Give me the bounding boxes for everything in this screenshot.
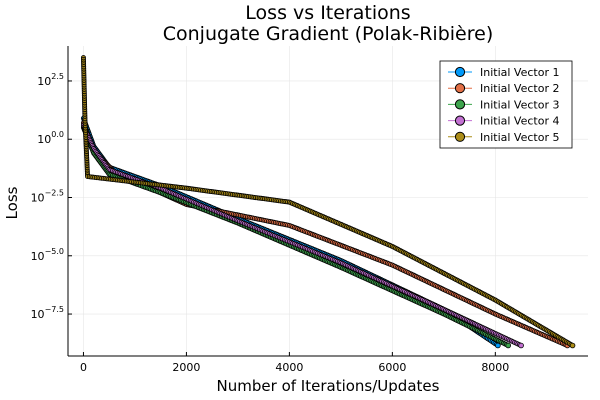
- y-tick-label-3: 10−5.0: [31, 247, 64, 263]
- x-axis-label: Number of Iterations/Updates: [217, 377, 440, 395]
- chart-title: Loss vs Iterations: [245, 2, 410, 24]
- y-tick-exponent: −2.5: [45, 189, 64, 198]
- series-5: [80, 55, 576, 349]
- y-tick-exponent: 2.5: [51, 72, 64, 81]
- data-point-end: [505, 342, 512, 349]
- y-tick-exponent: 0.0: [51, 130, 64, 139]
- legend-entry-4: Initial Vector 4: [448, 115, 559, 128]
- data-point-end: [569, 342, 576, 349]
- legend-marker: [454, 115, 466, 126]
- legend: Initial Vector 1 Initial Vector 2 Initial …: [439, 60, 573, 149]
- y-tick-label-4: 10−7.5: [31, 305, 64, 321]
- data-point-end: [518, 342, 524, 349]
- legend-marker: [454, 99, 466, 110]
- legend-label: Initial Vector 1: [480, 66, 559, 79]
- legend-label: Initial Vector 2: [480, 82, 559, 95]
- x-tick-label-2: 4000: [275, 361, 303, 374]
- x-tick-label-0: 0: [80, 361, 87, 374]
- y-tick-exponent: −7.5: [45, 305, 64, 314]
- legend-marker: [454, 83, 466, 94]
- chart-subtitle: Conjugate Gradient (Polak-Ribière): [163, 23, 493, 45]
- y-tick-base: 10: [31, 308, 45, 321]
- x-tick-label-4: 8000: [481, 361, 509, 374]
- legend-entry-1: Initial Vector 1: [448, 66, 559, 79]
- y-tick-label-1: 100.0: [37, 130, 64, 146]
- legend-entry-5: Initial Vector 5: [448, 131, 559, 144]
- tick-labels: 0 2000 4000 6000 8000102.5100.010−2.510−5.01…: [31, 72, 510, 374]
- legend-label: Initial Vector 3: [480, 98, 559, 111]
- y-tick-base: 10: [31, 250, 45, 263]
- axes: [67, 46, 588, 357]
- x-tick-label-3: 6000: [378, 361, 406, 374]
- legend-marker: [454, 66, 466, 78]
- legend-label: Initial Vector 4: [480, 115, 559, 128]
- series-4: [80, 122, 524, 349]
- series-group: [80, 55, 576, 349]
- y-tick-base: 10: [31, 192, 45, 205]
- series-2: [80, 120, 571, 349]
- legend-entry-3: Initial Vector 3: [448, 98, 559, 111]
- y-tick-label-0: 102.5: [37, 72, 64, 88]
- y-tick-base: 10: [37, 75, 51, 88]
- legend-label: Initial Vector 5: [480, 131, 559, 144]
- y-tick-exponent: −5.0: [45, 247, 64, 256]
- x-tick-label-1: 2000: [172, 361, 200, 374]
- legend-marker: [454, 131, 466, 142]
- y-tick-label-2: 10−2.5: [31, 189, 64, 205]
- legend-entry-2: Initial Vector 2: [448, 82, 559, 95]
- y-axis-label: Loss: [3, 186, 21, 219]
- y-tick-base: 10: [37, 133, 51, 146]
